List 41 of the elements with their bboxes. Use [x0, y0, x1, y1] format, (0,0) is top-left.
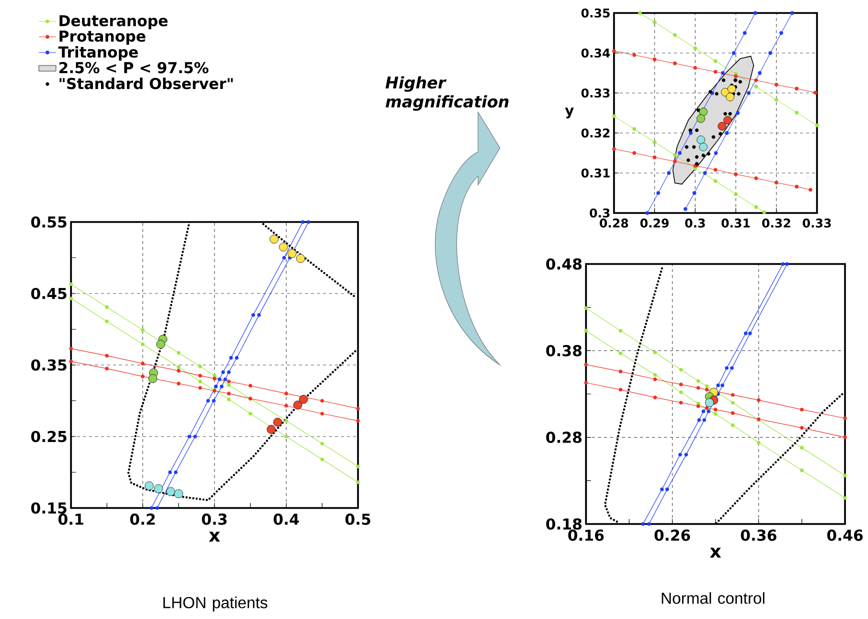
y-tick-label: 0.18: [546, 518, 582, 530]
y-tick-label: 0.45: [31, 288, 66, 300]
legend-label: Tritanope: [58, 46, 138, 61]
x-tick-label: 0.1: [58, 514, 84, 525]
x-tick-label: 0.36: [740, 530, 776, 541]
y-tick-label: 0.35: [581, 8, 610, 18]
x-tick-label: 0.16: [568, 530, 604, 541]
legend-label: 2.5% < P < 97.5%: [59, 62, 208, 74]
x-axis-title: x: [710, 548, 722, 558]
x-tick-label: 0.33: [802, 218, 831, 228]
x-tick-label: 0.31: [722, 218, 750, 228]
text: LHON patients: [163, 596, 268, 612]
y-tick-label: 0.48: [546, 258, 582, 270]
y-tick-label: 0.33: [581, 88, 610, 98]
x-tick-label: 0.28: [600, 218, 628, 228]
y-tick-label: 0.15: [31, 502, 66, 514]
legend-label: Deuteranope: [60, 15, 168, 30]
y-tick-label: 0.55: [31, 216, 66, 228]
x-tick-label: 0.5: [345, 514, 370, 525]
x-tick-label: 0.4: [274, 514, 299, 525]
x-tick-label: 0.3: [202, 514, 227, 525]
x-tick-label: 0.26: [654, 530, 690, 541]
y-axis-title: y: [565, 108, 574, 118]
x-tick-label: 0.46: [827, 530, 863, 541]
y-tick-label: 0.25: [31, 430, 66, 442]
x-tick-label: 0.2: [130, 514, 155, 525]
y-tick-label: 0.3: [590, 208, 610, 218]
text: Normal control: [662, 592, 764, 604]
legend-label: "Standard Observer": [60, 78, 233, 90]
legend-label: Protanope: [60, 30, 146, 45]
x-tick-label: 0.29: [640, 218, 669, 228]
x-tick-label: 0.3: [685, 218, 705, 228]
y-tick-label: 0.38: [546, 344, 582, 356]
y-tick-label: 0.31: [581, 168, 610, 178]
x-axis-title: x: [208, 532, 220, 542]
y-tick-label: 0.32: [581, 128, 610, 138]
y-tick-label: 0.35: [31, 359, 66, 371]
x-tick-label: 0.32: [762, 218, 790, 228]
y-tick-label: 0.34: [581, 48, 610, 58]
y-tick-label: 0.28: [546, 432, 582, 444]
text: Higher magnification: [386, 76, 508, 111]
